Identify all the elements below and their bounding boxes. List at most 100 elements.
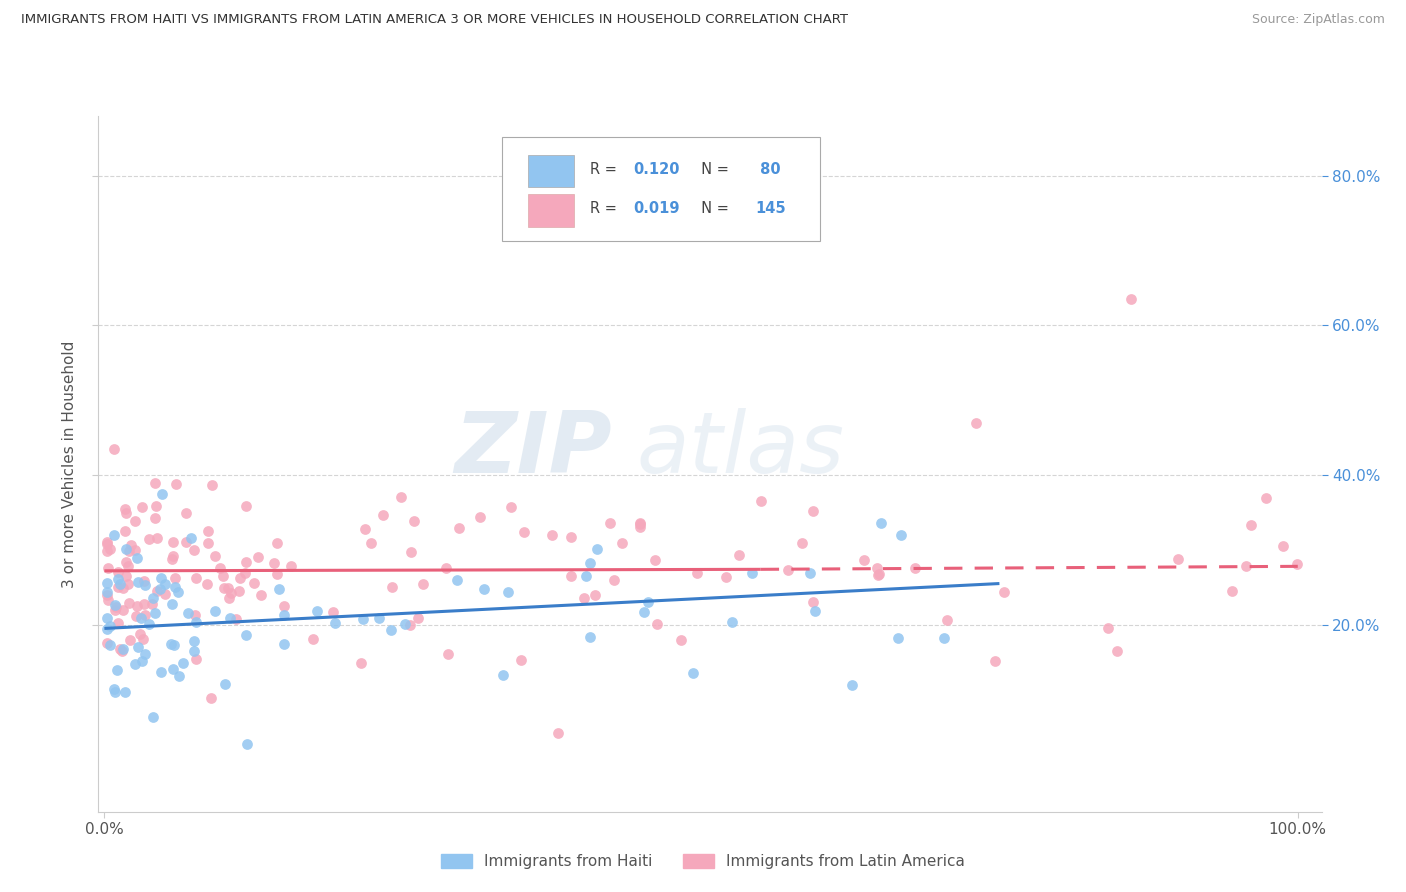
Immigrants from Haiti bbox=[150, 487, 173, 501]
Immigrants from Haiti bbox=[682, 665, 704, 680]
Immigrants from Latin America bbox=[246, 549, 269, 564]
Immigrants from Latin America bbox=[776, 563, 799, 577]
Immigrants from Haiti bbox=[112, 642, 135, 657]
Immigrants from Latin America bbox=[628, 516, 651, 530]
Immigrants from Haiti bbox=[380, 624, 402, 638]
Immigrants from Latin America bbox=[201, 478, 224, 492]
Immigrants from Latin America bbox=[120, 538, 142, 552]
Immigrants from Latin America bbox=[195, 577, 218, 591]
Immigrants from Haiti bbox=[124, 657, 146, 672]
Immigrants from Latin America bbox=[228, 583, 250, 598]
Immigrants from Haiti bbox=[96, 611, 118, 625]
Immigrants from Latin America bbox=[111, 643, 134, 657]
Immigrants from Latin America bbox=[1105, 644, 1128, 658]
Immigrants from Latin America bbox=[628, 516, 651, 531]
Immigrants from Latin America bbox=[866, 561, 889, 575]
Immigrants from Latin America bbox=[669, 633, 692, 648]
Immigrants from Latin America bbox=[389, 490, 412, 504]
Immigrants from Haiti bbox=[870, 516, 893, 531]
Immigrants from Latin America bbox=[145, 511, 167, 525]
Immigrants from Haiti bbox=[150, 665, 173, 680]
Immigrants from Latin America bbox=[219, 586, 242, 600]
Immigrants from Latin America bbox=[993, 585, 1015, 599]
Immigrants from Latin America bbox=[184, 607, 207, 622]
Immigrants from Haiti bbox=[96, 585, 118, 599]
Immigrants from Haiti bbox=[127, 551, 149, 566]
Immigrants from Latin America bbox=[560, 569, 582, 583]
Immigrants from Haiti bbox=[219, 611, 242, 625]
Immigrants from Haiti bbox=[804, 604, 827, 618]
Immigrants from Latin America bbox=[218, 591, 240, 606]
Immigrants from Haiti bbox=[162, 597, 184, 611]
Immigrants from Latin America bbox=[153, 587, 176, 601]
Immigrants from Latin America bbox=[404, 514, 426, 528]
Immigrants from Haiti bbox=[172, 657, 194, 671]
Immigrants from Latin America bbox=[513, 524, 536, 539]
Immigrants from Latin America bbox=[449, 521, 471, 535]
Text: 145: 145 bbox=[755, 202, 786, 217]
Immigrants from Latin America bbox=[104, 600, 127, 615]
Immigrants from Haiti bbox=[579, 630, 602, 644]
Immigrants from Haiti bbox=[167, 584, 190, 599]
Immigrants from Latin America bbox=[103, 442, 125, 457]
Immigrants from Latin America bbox=[470, 510, 492, 524]
Immigrants from Haiti bbox=[103, 681, 125, 696]
Immigrants from Latin America bbox=[117, 558, 139, 573]
Immigrants from Latin America bbox=[163, 571, 186, 585]
Immigrants from Latin America bbox=[208, 561, 231, 575]
Immigrants from Latin America bbox=[790, 536, 813, 550]
Immigrants from Latin America bbox=[322, 605, 344, 619]
Immigrants from Haiti bbox=[96, 623, 118, 637]
Immigrants from Latin America bbox=[114, 524, 136, 538]
Immigrants from Latin America bbox=[749, 493, 772, 508]
Immigrants from Latin America bbox=[645, 616, 668, 631]
Immigrants from Latin America bbox=[162, 549, 184, 564]
Immigrants from Latin America bbox=[118, 633, 141, 648]
Immigrants from Latin America bbox=[233, 566, 256, 580]
Immigrants from Latin America bbox=[124, 542, 146, 557]
Immigrants from Latin America bbox=[96, 535, 118, 549]
Immigrants from Haiti bbox=[98, 619, 121, 633]
Immigrants from Haiti bbox=[167, 669, 190, 683]
Immigrants from Latin America bbox=[229, 571, 252, 585]
Immigrants from Latin America bbox=[801, 595, 824, 609]
Immigrants from Latin America bbox=[114, 568, 136, 582]
Immigrants from Haiti bbox=[103, 528, 125, 542]
Immigrants from Latin America bbox=[628, 520, 651, 534]
Immigrants from Latin America bbox=[1097, 621, 1119, 635]
Immigrants from Haiti bbox=[163, 638, 186, 652]
Immigrants from Haiti bbox=[150, 571, 173, 585]
Immigrants from Latin America bbox=[1286, 558, 1309, 572]
Immigrants from Latin America bbox=[965, 416, 987, 430]
Immigrants from Latin America bbox=[714, 570, 737, 584]
Immigrants from Haiti bbox=[183, 643, 205, 657]
Immigrants from Latin America bbox=[146, 584, 169, 599]
Y-axis label: 3 or more Vehicles in Household: 3 or more Vehicles in Household bbox=[62, 340, 77, 588]
Immigrants from Haiti bbox=[184, 615, 207, 629]
Immigrants from Haiti bbox=[162, 662, 184, 676]
Immigrants from Latin America bbox=[381, 580, 404, 594]
Text: R =: R = bbox=[591, 202, 621, 217]
Text: Source: ZipAtlas.com: Source: ZipAtlas.com bbox=[1251, 13, 1385, 27]
Immigrants from Latin America bbox=[371, 508, 394, 523]
Immigrants from Latin America bbox=[572, 591, 595, 606]
Immigrants from Haiti bbox=[177, 607, 200, 621]
Immigrants from Haiti bbox=[721, 615, 744, 629]
Immigrants from Latin America bbox=[801, 504, 824, 518]
Immigrants from Latin America bbox=[399, 618, 422, 632]
Immigrants from Latin America bbox=[436, 648, 458, 662]
Text: atlas: atlas bbox=[637, 409, 845, 491]
Immigrants from Latin America bbox=[685, 566, 707, 581]
Immigrants from Haiti bbox=[159, 636, 181, 650]
Immigrants from Latin America bbox=[174, 506, 197, 520]
Immigrants from Latin America bbox=[1271, 539, 1294, 553]
Immigrants from Latin America bbox=[1167, 552, 1189, 566]
Immigrants from Latin America bbox=[1240, 517, 1263, 532]
Immigrants from Haiti bbox=[114, 685, 136, 699]
Immigrants from Haiti bbox=[585, 542, 607, 557]
Immigrants from Latin America bbox=[176, 534, 198, 549]
Immigrants from Latin America bbox=[197, 536, 219, 550]
Immigrants from Latin America bbox=[115, 555, 138, 569]
Immigrants from Haiti bbox=[214, 677, 236, 691]
Immigrants from Latin America bbox=[115, 507, 138, 521]
